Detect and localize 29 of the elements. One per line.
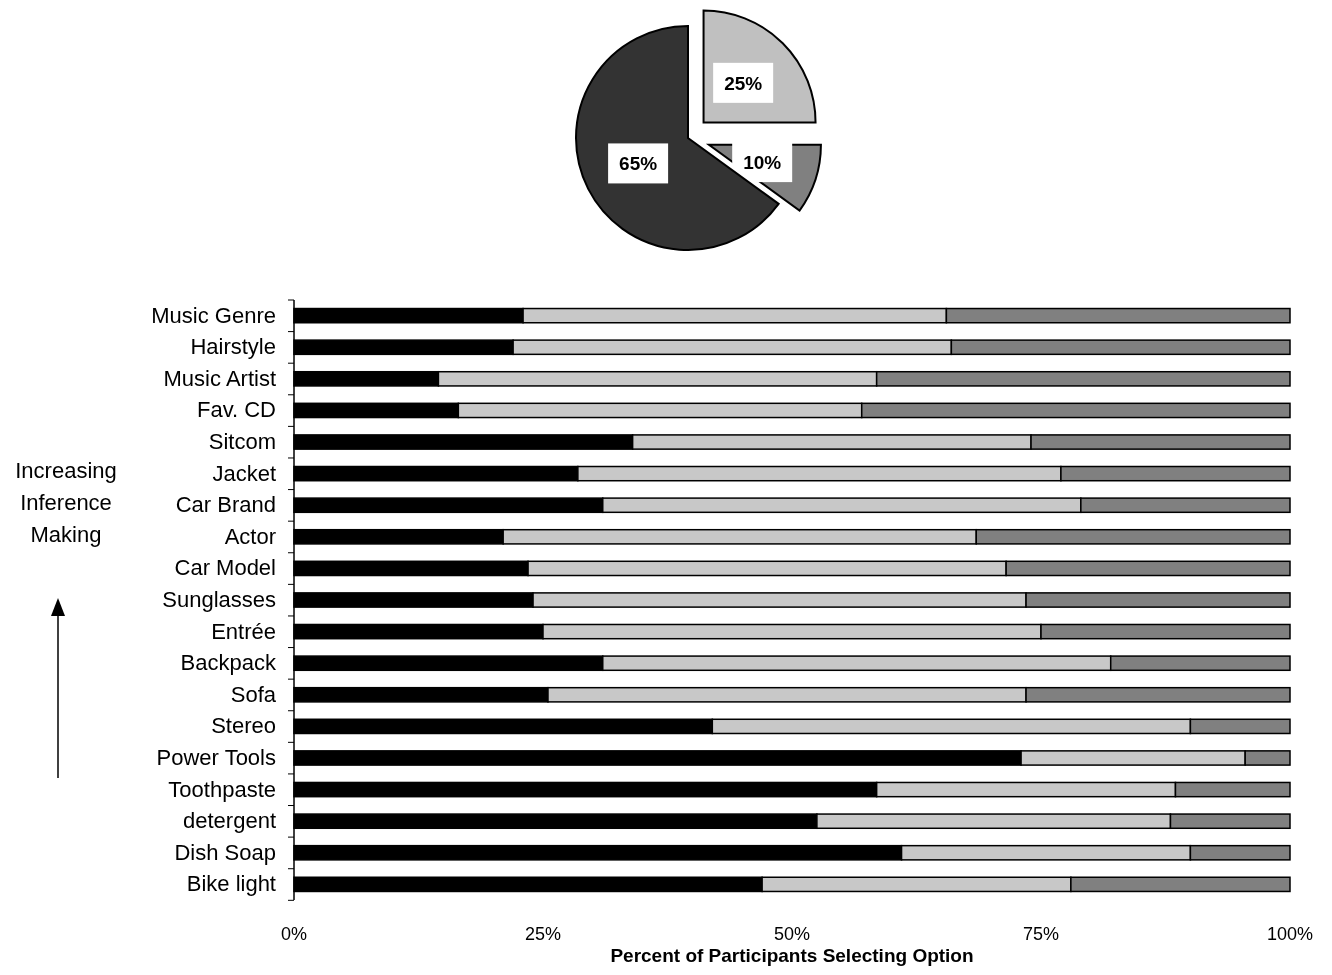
x-tick-label: 50% xyxy=(773,924,811,944)
x-tick-label: 75% xyxy=(1022,924,1060,944)
y-tick-label: Music Artist xyxy=(163,365,276,391)
y-tick-label: Bike light xyxy=(186,871,276,897)
y-tick-label: Dish Soap xyxy=(174,839,276,865)
y-tick-label: detergent xyxy=(183,808,276,834)
y-tick-label: Sunglasses xyxy=(162,587,276,612)
y-tick-label: Music Genre xyxy=(151,302,276,328)
y-tick-label: Sitcom xyxy=(208,429,276,455)
x-axis-title: Percent of Participants Selecting Option xyxy=(610,945,974,966)
y-tick-label: Toothpaste xyxy=(168,776,276,802)
y-tick-label: Hairstyle xyxy=(190,334,276,360)
y-tick-label: Actor xyxy=(224,523,276,549)
y-tick-label: Power Tools xyxy=(156,744,276,770)
y-tick-label: Car Brand xyxy=(175,492,276,518)
x-tick-label: 25% xyxy=(524,924,562,944)
x-tick-label: 0% xyxy=(280,924,308,944)
y-tick-label: Entrée xyxy=(211,618,276,644)
data-label: 65% xyxy=(619,153,658,175)
x-tick-label: 100% xyxy=(1266,924,1314,944)
text: Increasing Inference Making xyxy=(15,458,117,547)
y-tick-label: Car Model xyxy=(174,555,276,581)
y-tick-label: Stereo xyxy=(211,713,276,739)
data-label: 10% xyxy=(743,152,782,174)
y-tick-label: Jacket xyxy=(212,460,276,486)
y-tick-label: Sofa xyxy=(230,681,277,707)
data-label: 25% xyxy=(724,72,763,94)
y-tick-label: Backpack xyxy=(180,650,277,676)
y-tick-label: Fav. CD xyxy=(196,397,276,423)
